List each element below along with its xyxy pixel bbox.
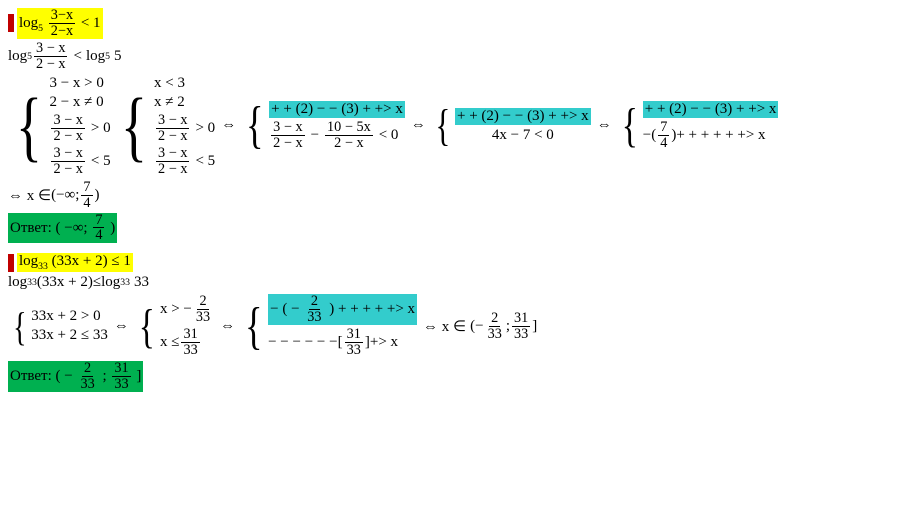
p1-sysC: { + + (2) − − (3) + +> x 3 − x2 − x − 10…	[242, 96, 405, 155]
log-base: 5	[38, 23, 43, 34]
log-label: log	[19, 15, 38, 31]
p2-title-expr: log33 (33x + 2) ≤ 1	[17, 253, 133, 272]
p1-sysD: { + + (2) − − (3) + +> x 4x − 7 < 0	[432, 100, 591, 151]
answer-box: Ответ: ( −∞; 74 )	[8, 213, 117, 244]
task-marker	[8, 254, 14, 272]
p1-sysA: { 3 − x > 0 2 − x ≠ 0 3 − x2 − x> 0 3 − …	[10, 74, 111, 178]
task-marker	[8, 14, 14, 32]
p2-sysA: { 33x + 2 > 0 33x + 2 ≤ 33	[10, 303, 108, 350]
brace-icon: {	[621, 98, 639, 153]
p1-sysB: { x < 3 x ≠ 2 3 − x2 − x> 0 3 − x2 − x< …	[115, 74, 216, 178]
p1-answer: Ответ: ( −∞; 74 )	[8, 213, 891, 244]
p2-step1: log33 (33x + 2) ≤ log33 33	[8, 274, 891, 291]
p1-chain: { 3 − x > 0 2 − x ≠ 0 3 − x2 − x> 0 3 − …	[8, 74, 891, 178]
signline: + + (2) − − (3) + +> x	[643, 101, 779, 118]
p1-sysE: { + + (2) − − (3) + +> x − ( 74 ) + + + …	[618, 98, 779, 153]
rel: < 1	[81, 15, 101, 31]
brace-icon: {	[245, 293, 264, 359]
p2-sysB: { x > −233 x ≤ 3133	[135, 293, 214, 359]
p2-sysC: { − ( − 233 ) + + + + +> x − − − − − − [	[241, 293, 417, 359]
signline: − ( − 233 ) + + + + +> x	[268, 294, 417, 325]
brace-icon: {	[16, 74, 44, 178]
brace-icon: {	[139, 293, 157, 359]
p1-title: log5 3−x 2−x < 1	[8, 8, 891, 39]
p2-answer: Ответ: ( − 233 ; 3133 ]	[8, 361, 891, 392]
signline: + + (2) − − (3) + +> x	[269, 101, 405, 118]
math-page: log5 3−x 2−x < 1 log5 3 − x2 − x < log5 …	[0, 0, 899, 406]
p2-chain: { 33x + 2 > 0 33x + 2 ≤ 33 ⇔ { x > −233 …	[8, 293, 891, 359]
title-frac: 3−x 2−x	[49, 8, 75, 39]
answer-box: Ответ: ( − 233 ; 3133 ]	[8, 361, 143, 392]
brace-icon: {	[435, 100, 451, 151]
p1-step1: log5 3 − x2 − x < log5 5	[8, 41, 891, 72]
p1-title-expr: log5 3−x 2−x < 1	[17, 8, 103, 39]
p2-title: log33 (33x + 2) ≤ 1	[8, 253, 891, 272]
brace-icon: {	[121, 74, 149, 178]
brace-icon: {	[13, 303, 28, 350]
brace-icon: {	[246, 96, 265, 155]
signline: + + (2) − − (3) + +> x	[455, 108, 591, 125]
p1-result: ⇔ x ∈ ( −∞; 74 )	[8, 180, 891, 211]
